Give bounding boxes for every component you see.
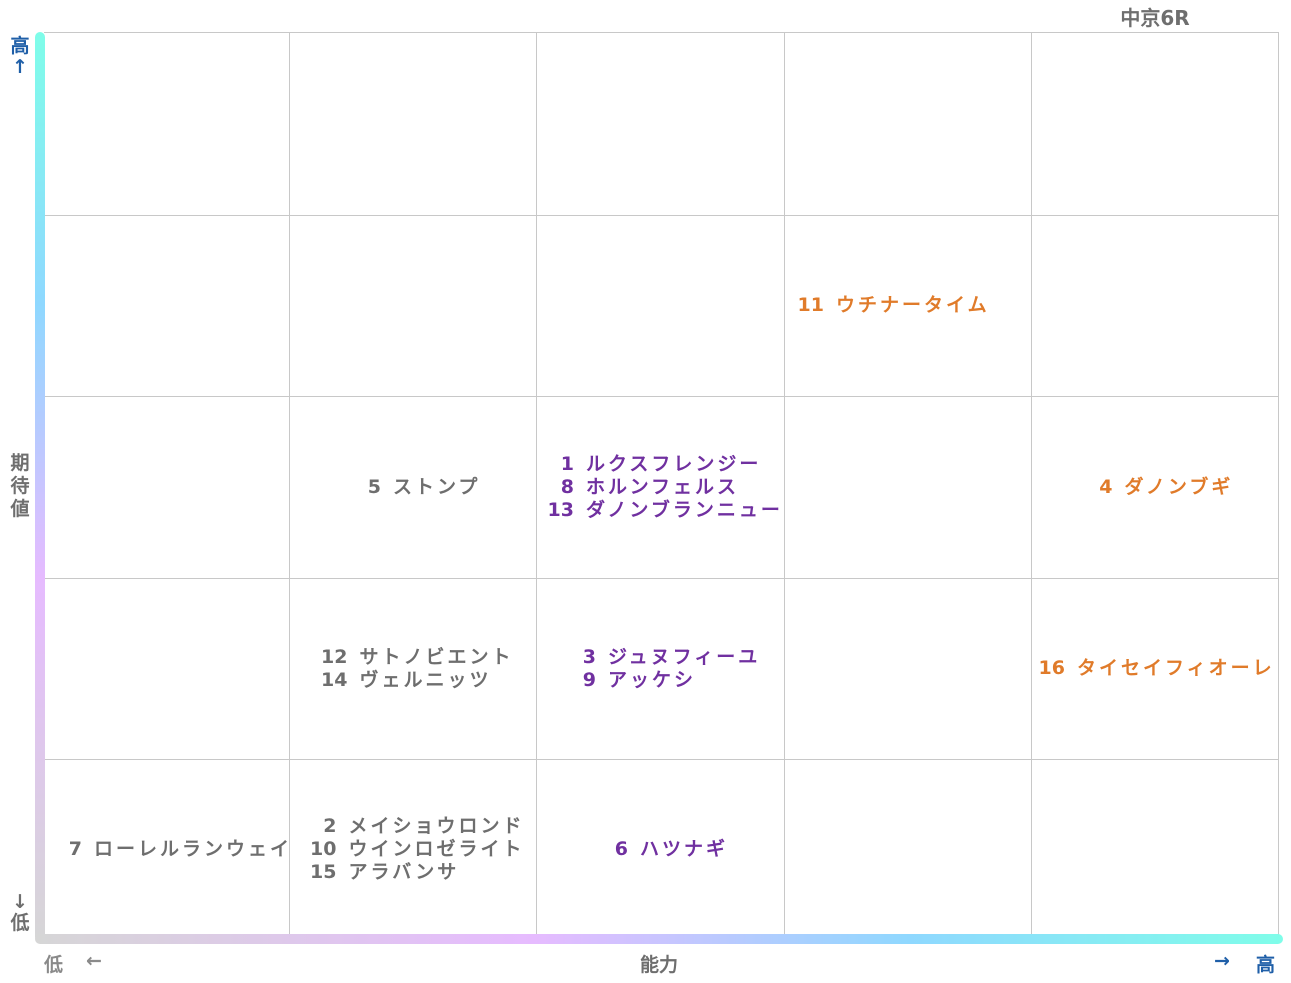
horse-number: 12 xyxy=(321,645,348,668)
horse-name: ダノンブギ xyxy=(1124,475,1234,498)
right-arrow-icon: → xyxy=(1214,950,1230,972)
horse-number: 16 xyxy=(1038,657,1065,679)
y-axis-title: 期待値 xyxy=(10,452,30,521)
horse-entry: 2 メイショウロンド xyxy=(301,815,525,838)
horse-name: ウチナータイム xyxy=(836,294,990,316)
y-axis-bar xyxy=(35,32,45,942)
horse-entry: 14 ヴェルニッツ xyxy=(312,669,514,692)
horse-name: ウインロゼライト xyxy=(348,837,525,860)
horse-name: アッケシ xyxy=(608,668,697,691)
cell-entries: 7 ローレルランウェイ xyxy=(46,838,292,861)
horse-name: ヴェルニッツ xyxy=(359,668,492,691)
horse-entry: 1 ルクスフレンジー xyxy=(538,453,783,476)
cell-entries: 16 タイセイフィオーレ xyxy=(1029,657,1275,680)
horse-number: 2 xyxy=(323,814,337,837)
x-axis-title: 能力 xyxy=(640,954,679,976)
grid-vertical-line xyxy=(289,33,290,938)
horse-number: 15 xyxy=(310,860,337,883)
x-axis-bar xyxy=(35,934,1283,944)
horse-name: タイセイフィオーレ xyxy=(1077,657,1275,679)
horse-name: ストンプ xyxy=(393,475,481,498)
cell-entries: 1 ルクスフレンジー 8 ホルンフェルス 13 ダノンブランニュー xyxy=(538,453,783,522)
y-axis-low-text: 低 xyxy=(10,912,30,934)
horse-entry: 6 ハツナギ xyxy=(592,838,728,861)
grid-vertical-line xyxy=(536,33,537,938)
horse-name: ローレルランウェイ xyxy=(94,837,293,860)
horse-entry: 4 ダノンブギ xyxy=(1077,476,1234,499)
horse-number: 10 xyxy=(310,837,337,860)
horse-name: ダノンブランニュー xyxy=(586,498,783,521)
y-axis-high-label: 高 ↑ xyxy=(10,36,30,78)
y-axis-low-label: ↓ 低 xyxy=(10,892,30,934)
cell-entries: 2 メイショウロンド 10 ウインロゼライト 15 アラバンサ xyxy=(301,815,525,884)
horse-number: 1 xyxy=(560,452,574,475)
grid-vertical-line xyxy=(784,33,785,938)
horse-entry: 15 アラバンサ xyxy=(301,861,525,884)
grid-horizontal-line xyxy=(44,396,1278,397)
x-axis-low-label: 低 xyxy=(44,954,64,976)
cell-entries: 12 サトノビエント 14 ヴェルニッツ xyxy=(312,646,514,692)
y-axis-high-text: 高 xyxy=(10,35,30,57)
x-axis-high-label: 高 xyxy=(1256,954,1276,976)
horse-entry: 16 タイセイフィオーレ xyxy=(1029,657,1275,680)
chart-grid: 11 ウチナータイム 5 ストンプ 1 ルクスフレンジー 8 ホルンフェルス 13 ダノンブランニ… xyxy=(44,32,1279,938)
y-axis-title-char: 期 xyxy=(10,452,30,474)
horse-name: ルクスフレンジー xyxy=(586,452,762,475)
horse-entry: 11 ウチナータイム xyxy=(788,294,990,317)
y-axis-title-char: 待 xyxy=(10,475,30,497)
horse-number: 11 xyxy=(797,294,824,316)
horse-number: 5 xyxy=(367,475,381,498)
grid-horizontal-line xyxy=(44,215,1278,216)
horse-entry: 8 ホルンフェルス xyxy=(538,476,783,499)
cell-entries: 3 ジュヌフィーユ 9 アッケシ xyxy=(560,646,760,692)
up-arrow-icon: ↑ xyxy=(12,56,28,78)
horse-entry: 7 ローレルランウェイ xyxy=(46,838,292,861)
horse-name: ジュヌフィーユ xyxy=(608,645,761,668)
horse-number: 14 xyxy=(321,668,348,691)
horse-number: 8 xyxy=(560,475,574,498)
grid-horizontal-line xyxy=(44,578,1278,579)
horse-entry: 12 サトノビエント xyxy=(312,646,514,669)
left-arrow-icon: ← xyxy=(86,950,102,972)
horse-entry: 3 ジュヌフィーユ xyxy=(560,646,760,669)
horse-number: 7 xyxy=(68,837,82,860)
horse-number: 9 xyxy=(582,668,596,691)
cell-entries: 4 ダノンブギ xyxy=(1077,476,1234,499)
horse-entry: 9 アッケシ xyxy=(560,669,760,692)
grid-horizontal-line xyxy=(44,759,1278,760)
grid-vertical-line xyxy=(1031,33,1032,938)
horse-entry: 10 ウインロゼライト xyxy=(301,838,525,861)
cell-entries: 6 ハツナギ xyxy=(592,838,728,861)
down-arrow-icon: ↓ xyxy=(12,891,28,913)
horse-name: ハツナギ xyxy=(640,837,729,860)
horse-name: ホルンフェルス xyxy=(586,475,740,498)
horse-number: 6 xyxy=(614,837,628,860)
cell-entries: 5 ストンプ xyxy=(345,476,480,499)
horse-number: 13 xyxy=(547,498,574,521)
horse-entry: 13 ダノンブランニュー xyxy=(538,499,783,522)
y-axis-title-char: 値 xyxy=(10,498,30,520)
horse-name: アラバンサ xyxy=(348,860,460,883)
horse-number: 3 xyxy=(582,645,596,668)
horse-number: 4 xyxy=(1099,475,1113,498)
race-label: 中京6R xyxy=(1120,6,1190,30)
horse-name: サトノビエント xyxy=(359,645,514,668)
horse-name: メイショウロンド xyxy=(348,814,525,837)
cell-entries: 11 ウチナータイム xyxy=(788,294,990,317)
horse-entry: 5 ストンプ xyxy=(345,476,480,499)
